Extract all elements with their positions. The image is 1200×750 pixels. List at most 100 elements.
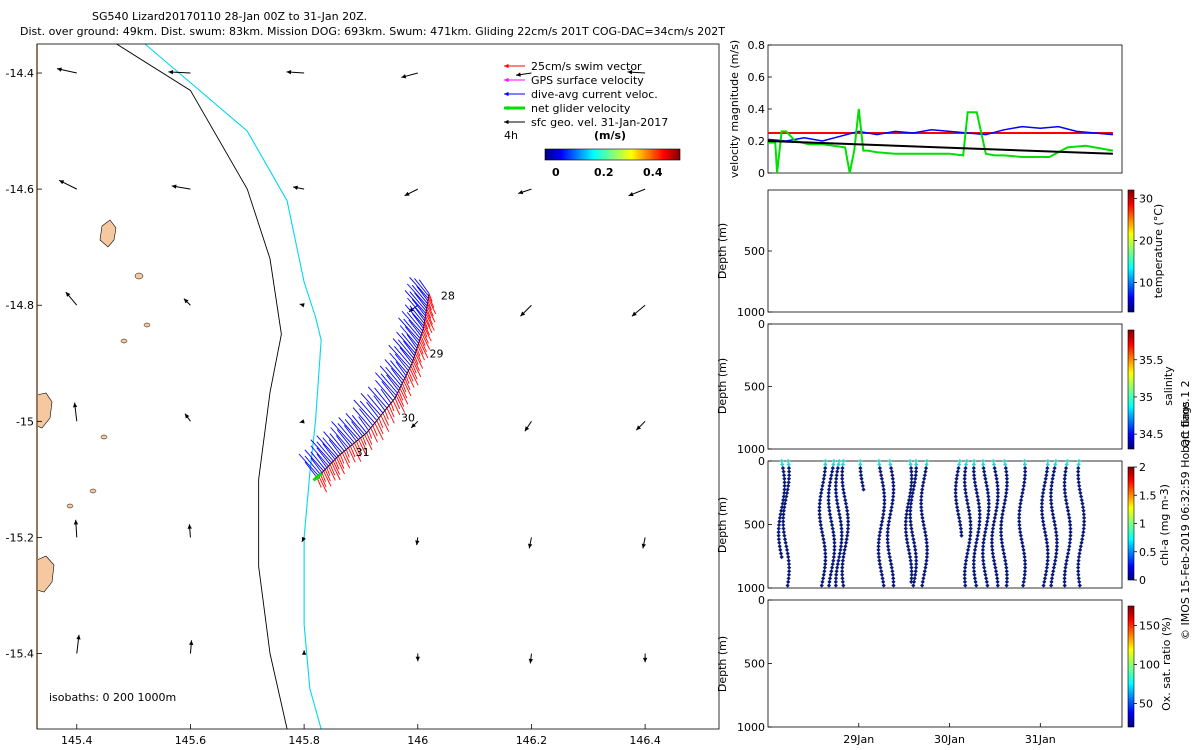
chla-point [836, 558, 841, 563]
chla-point [1040, 515, 1045, 521]
dac-vector-41 [375, 372, 397, 396]
chla-point [1044, 569, 1049, 574]
chla-point [827, 480, 833, 485]
chla-point [1049, 505, 1054, 510]
sfc-vector-9 [404, 188, 419, 197]
chla-point [1045, 547, 1050, 553]
chla-point [782, 490, 787, 496]
chla-point [782, 483, 787, 489]
chla-point [888, 508, 894, 513]
chla-point [831, 554, 836, 560]
chla-point [779, 554, 784, 560]
velocity-ytick-label-4: 0.8 [748, 39, 766, 52]
chla-point [1045, 462, 1050, 467]
chla-point [1004, 569, 1009, 574]
swim-vector-48 [382, 412, 390, 426]
chla-point [968, 529, 973, 535]
dac-vector-50 [366, 401, 380, 419]
chla-point [886, 551, 892, 556]
dac-vector-7 [409, 291, 427, 312]
chla-point [954, 476, 959, 481]
chla-point [907, 458, 913, 464]
chla-point [1077, 579, 1082, 585]
chla-point [967, 515, 973, 521]
chla-point [1019, 494, 1024, 499]
chla-profile-0 [776, 458, 787, 560]
dac-vector-60 [338, 417, 359, 440]
map-xtick-label-4: 146.2 [516, 734, 548, 747]
chla-point [840, 569, 845, 574]
legend-cb-tick-2: 0.4 [643, 166, 663, 179]
chla-point [923, 562, 929, 567]
salinity-cb-label-0: 34.5 [1139, 428, 1164, 441]
chla-point [995, 480, 1000, 485]
oxygen-frame [767, 599, 1123, 728]
map-ytick-label-2: -14.8 [6, 299, 34, 312]
chla-point [842, 494, 847, 499]
sfc-vector-35-head [642, 657, 648, 663]
sfc-vector-21-head [411, 423, 416, 428]
chla-ytick-label-1: 500 [744, 519, 765, 532]
velocity-panel: 0 0.2 0.4 0.6 0.8 velocity magnitude (m/s) [728, 39, 1123, 180]
chla-point [888, 558, 893, 563]
chla-point [993, 569, 999, 574]
chla-profile-18 [1017, 458, 1028, 588]
swim-vector-6 [426, 308, 432, 319]
sfc-vector-23 [635, 420, 646, 431]
isobath-note: isobaths: 0 200 1000m [49, 691, 176, 704]
chla-point [909, 476, 914, 481]
dac-vector-14 [412, 313, 424, 329]
chla-point [787, 569, 792, 574]
dac-vector-3 [416, 285, 429, 302]
sfc-vector-28-head [528, 543, 533, 549]
chla-point [781, 508, 786, 513]
chla-point [787, 469, 792, 474]
chla-point [1020, 544, 1026, 549]
sfc-vector-12 [65, 291, 78, 306]
chla-point [985, 490, 991, 496]
swim-vector-1 [428, 295, 435, 308]
chla-point [965, 501, 970, 506]
chla-point [781, 522, 786, 528]
sfc-vector-34 [528, 653, 534, 664]
chla-point [841, 458, 846, 464]
swim-vector-16 [421, 333, 431, 350]
chla-point [964, 554, 969, 560]
chla-point [1054, 547, 1059, 553]
chla-point [845, 512, 850, 517]
chla-panel: 0 500 1000 Depth (m) 0 0.5 1 1.5 2 chl-a (mg m… [716, 455, 1171, 595]
chla-point [1062, 576, 1067, 581]
chla-point [1049, 579, 1054, 585]
swim-vector-32 [406, 373, 415, 388]
chla-point [1063, 469, 1068, 474]
velocity-series-1 [767, 125, 1113, 142]
map-xtick-label-3: 146 [407, 734, 428, 747]
chla-point [913, 458, 919, 464]
chla-point [1076, 554, 1082, 560]
dac-vector-12 [409, 305, 425, 324]
chla-point [922, 526, 927, 531]
sfc-vector-22-head [524, 426, 530, 432]
chla-profile-21 [1062, 458, 1073, 588]
swim-vector-44 [390, 402, 395, 412]
chla-point [817, 501, 822, 506]
temperature-cb-label-1: 20 [1139, 234, 1153, 247]
chla-point [1050, 476, 1055, 481]
chla-point [953, 497, 959, 503]
chla-point [993, 469, 998, 474]
salinity-panel: 0 500 1000 Depth (m) 34.5 35 35.5 salinity Q… [716, 318, 1192, 456]
chla-point [982, 533, 987, 538]
chla-point [974, 490, 979, 496]
chla-point [989, 544, 995, 549]
chla-point [1062, 487, 1067, 492]
chla-point [1077, 583, 1082, 588]
swim-vector-27 [412, 360, 422, 378]
chla-point [829, 569, 834, 574]
oxygen-xtick-label-2: 31Jan [1025, 733, 1056, 746]
chla-point [977, 519, 982, 524]
sfc-vector-16 [520, 304, 532, 317]
chla-point [786, 554, 791, 560]
oxygen-ytick-label-2: 1000 [737, 721, 765, 734]
chla-point [908, 490, 913, 496]
chla-point [1067, 540, 1072, 545]
